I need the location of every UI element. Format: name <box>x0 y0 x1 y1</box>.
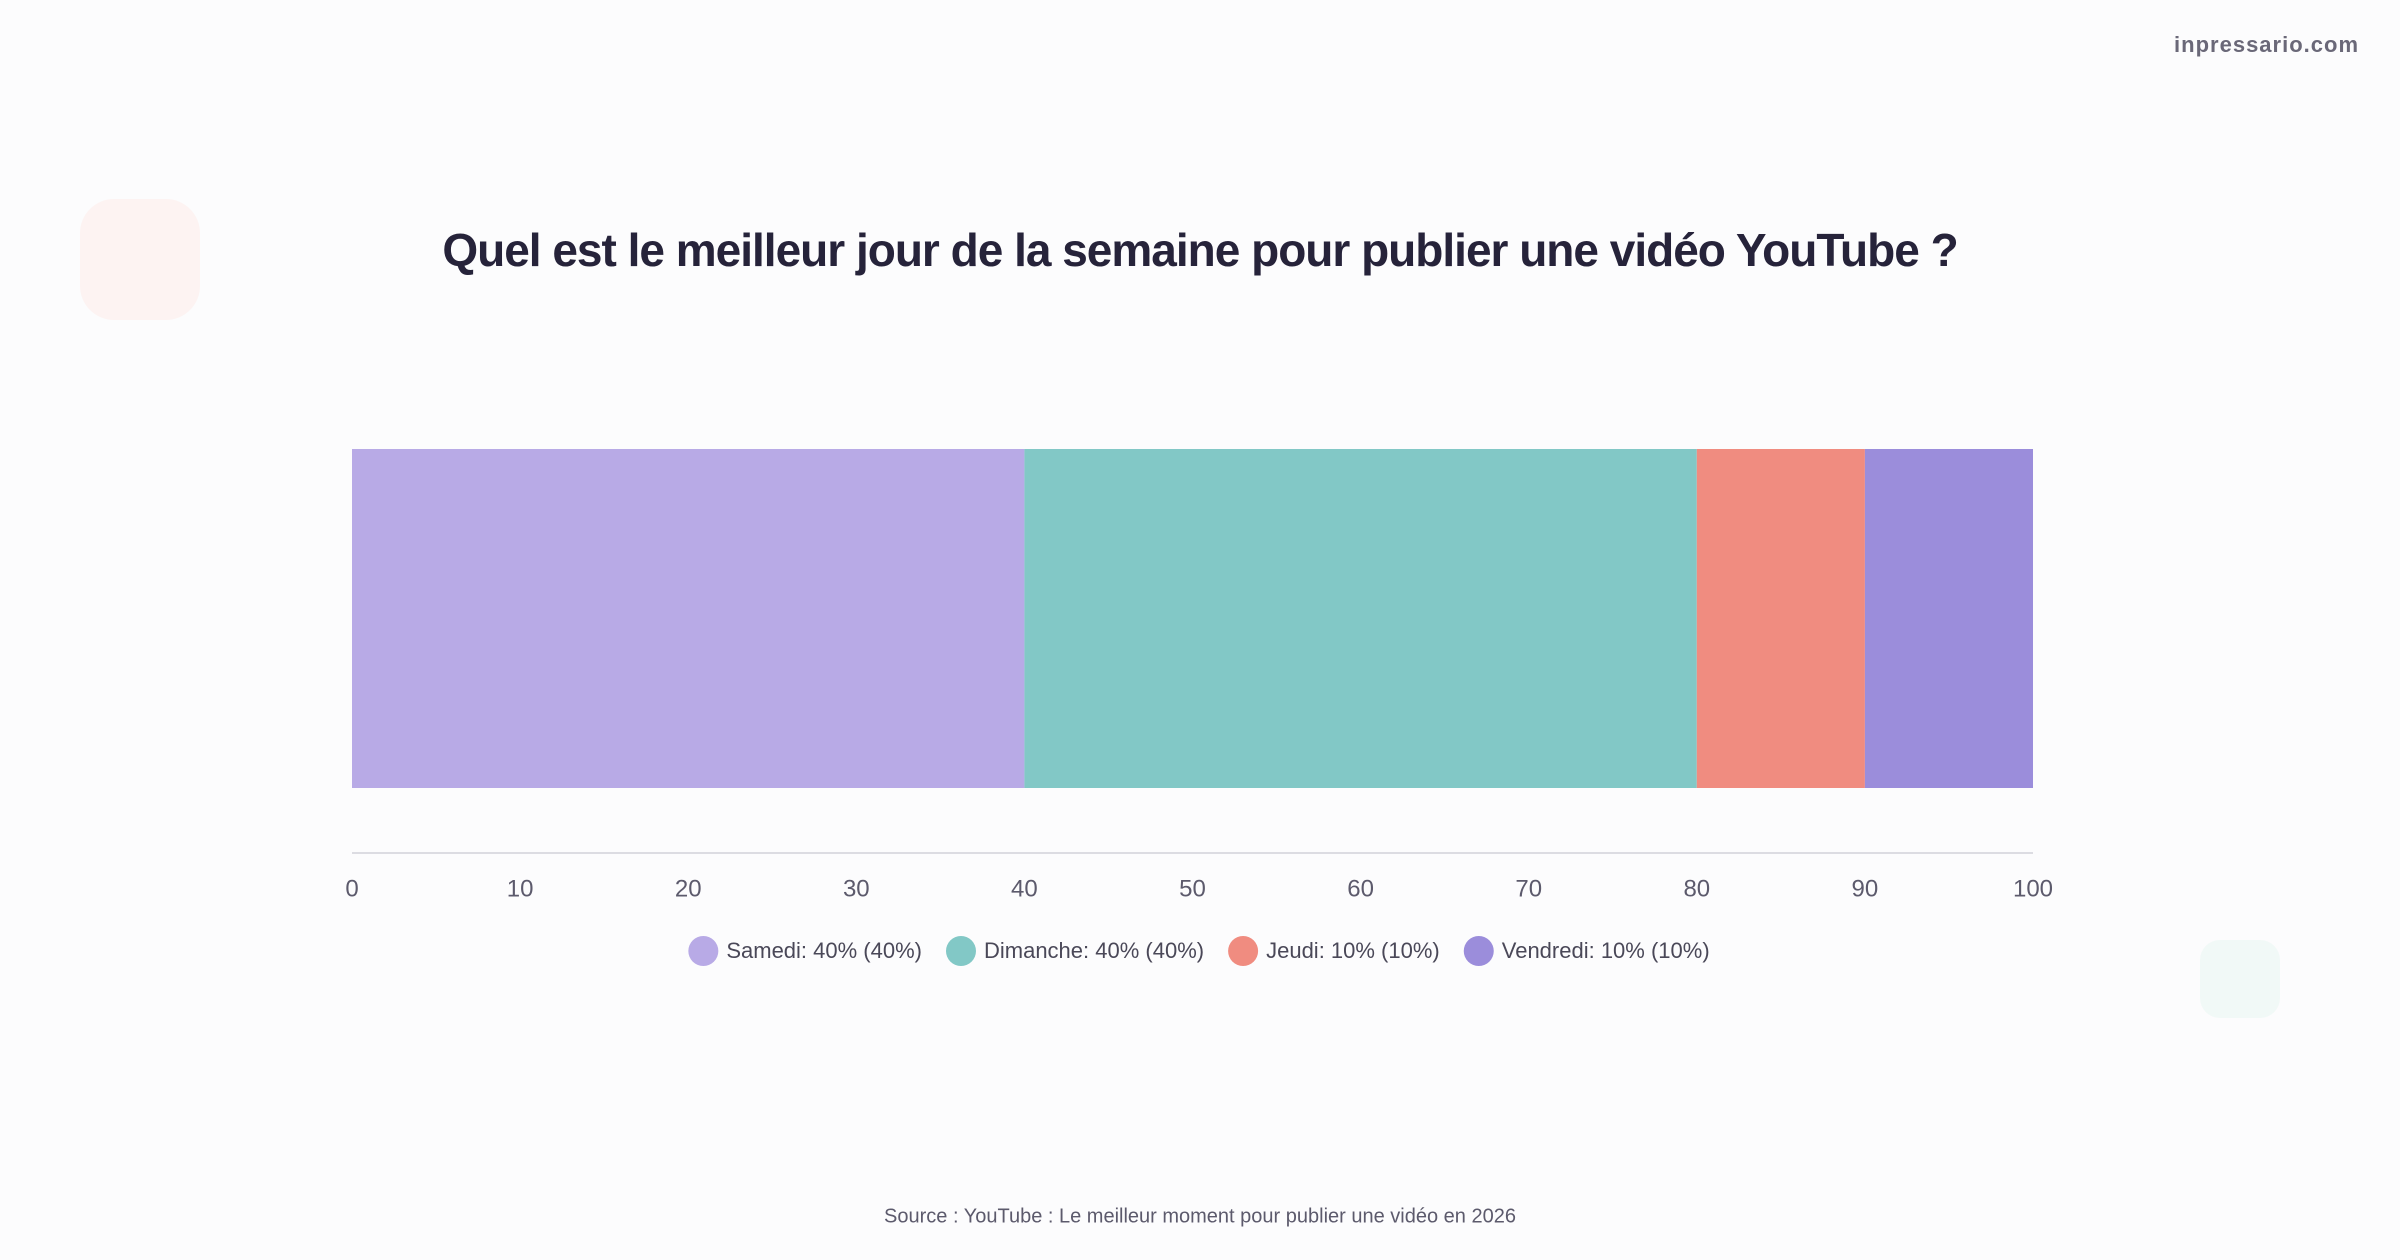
x-tick-label: 10 <box>507 875 534 902</box>
x-tick-label: 60 <box>1347 875 1374 902</box>
bar-segment <box>1024 449 1697 788</box>
x-tick-label: 30 <box>843 875 870 902</box>
x-tick-label: 100 <box>2013 875 2053 902</box>
bar-segment <box>1696 449 1865 788</box>
legend-swatch <box>945 936 976 966</box>
x-tick-label: 50 <box>1179 875 1206 902</box>
x-tick-label: 70 <box>1515 875 1542 902</box>
x-tick-label: 40 <box>1011 875 1038 902</box>
x-tick-label: 20 <box>675 875 702 902</box>
legend-swatch <box>1228 936 1259 966</box>
legend-label: Vendredi: 10% (10%) <box>1502 938 1710 963</box>
legend-label: Dimanche: 40% (40%) <box>984 938 1204 963</box>
bar-segment <box>1864 449 2033 788</box>
legend-label: Samedi: 40% (40%) <box>726 938 922 963</box>
chart-title: Quel est le meilleur jour de la semaine … <box>442 224 1957 276</box>
source: Source : YouTube : Le meilleur moment po… <box>884 1205 1516 1227</box>
decoration <box>80 199 200 320</box>
decoration <box>2200 940 2280 1018</box>
legend-swatch <box>688 936 719 966</box>
legend-label: Jeudi: 10% (10%) <box>1266 938 1440 963</box>
x-tick-label: 80 <box>1683 875 1710 902</box>
bar-segment <box>352 449 1025 788</box>
brand: inpressario.com <box>2174 32 2359 57</box>
legend-swatch <box>1463 936 1494 966</box>
x-tick-label: 90 <box>1852 875 1879 902</box>
x-tick-label: 0 <box>345 875 358 902</box>
